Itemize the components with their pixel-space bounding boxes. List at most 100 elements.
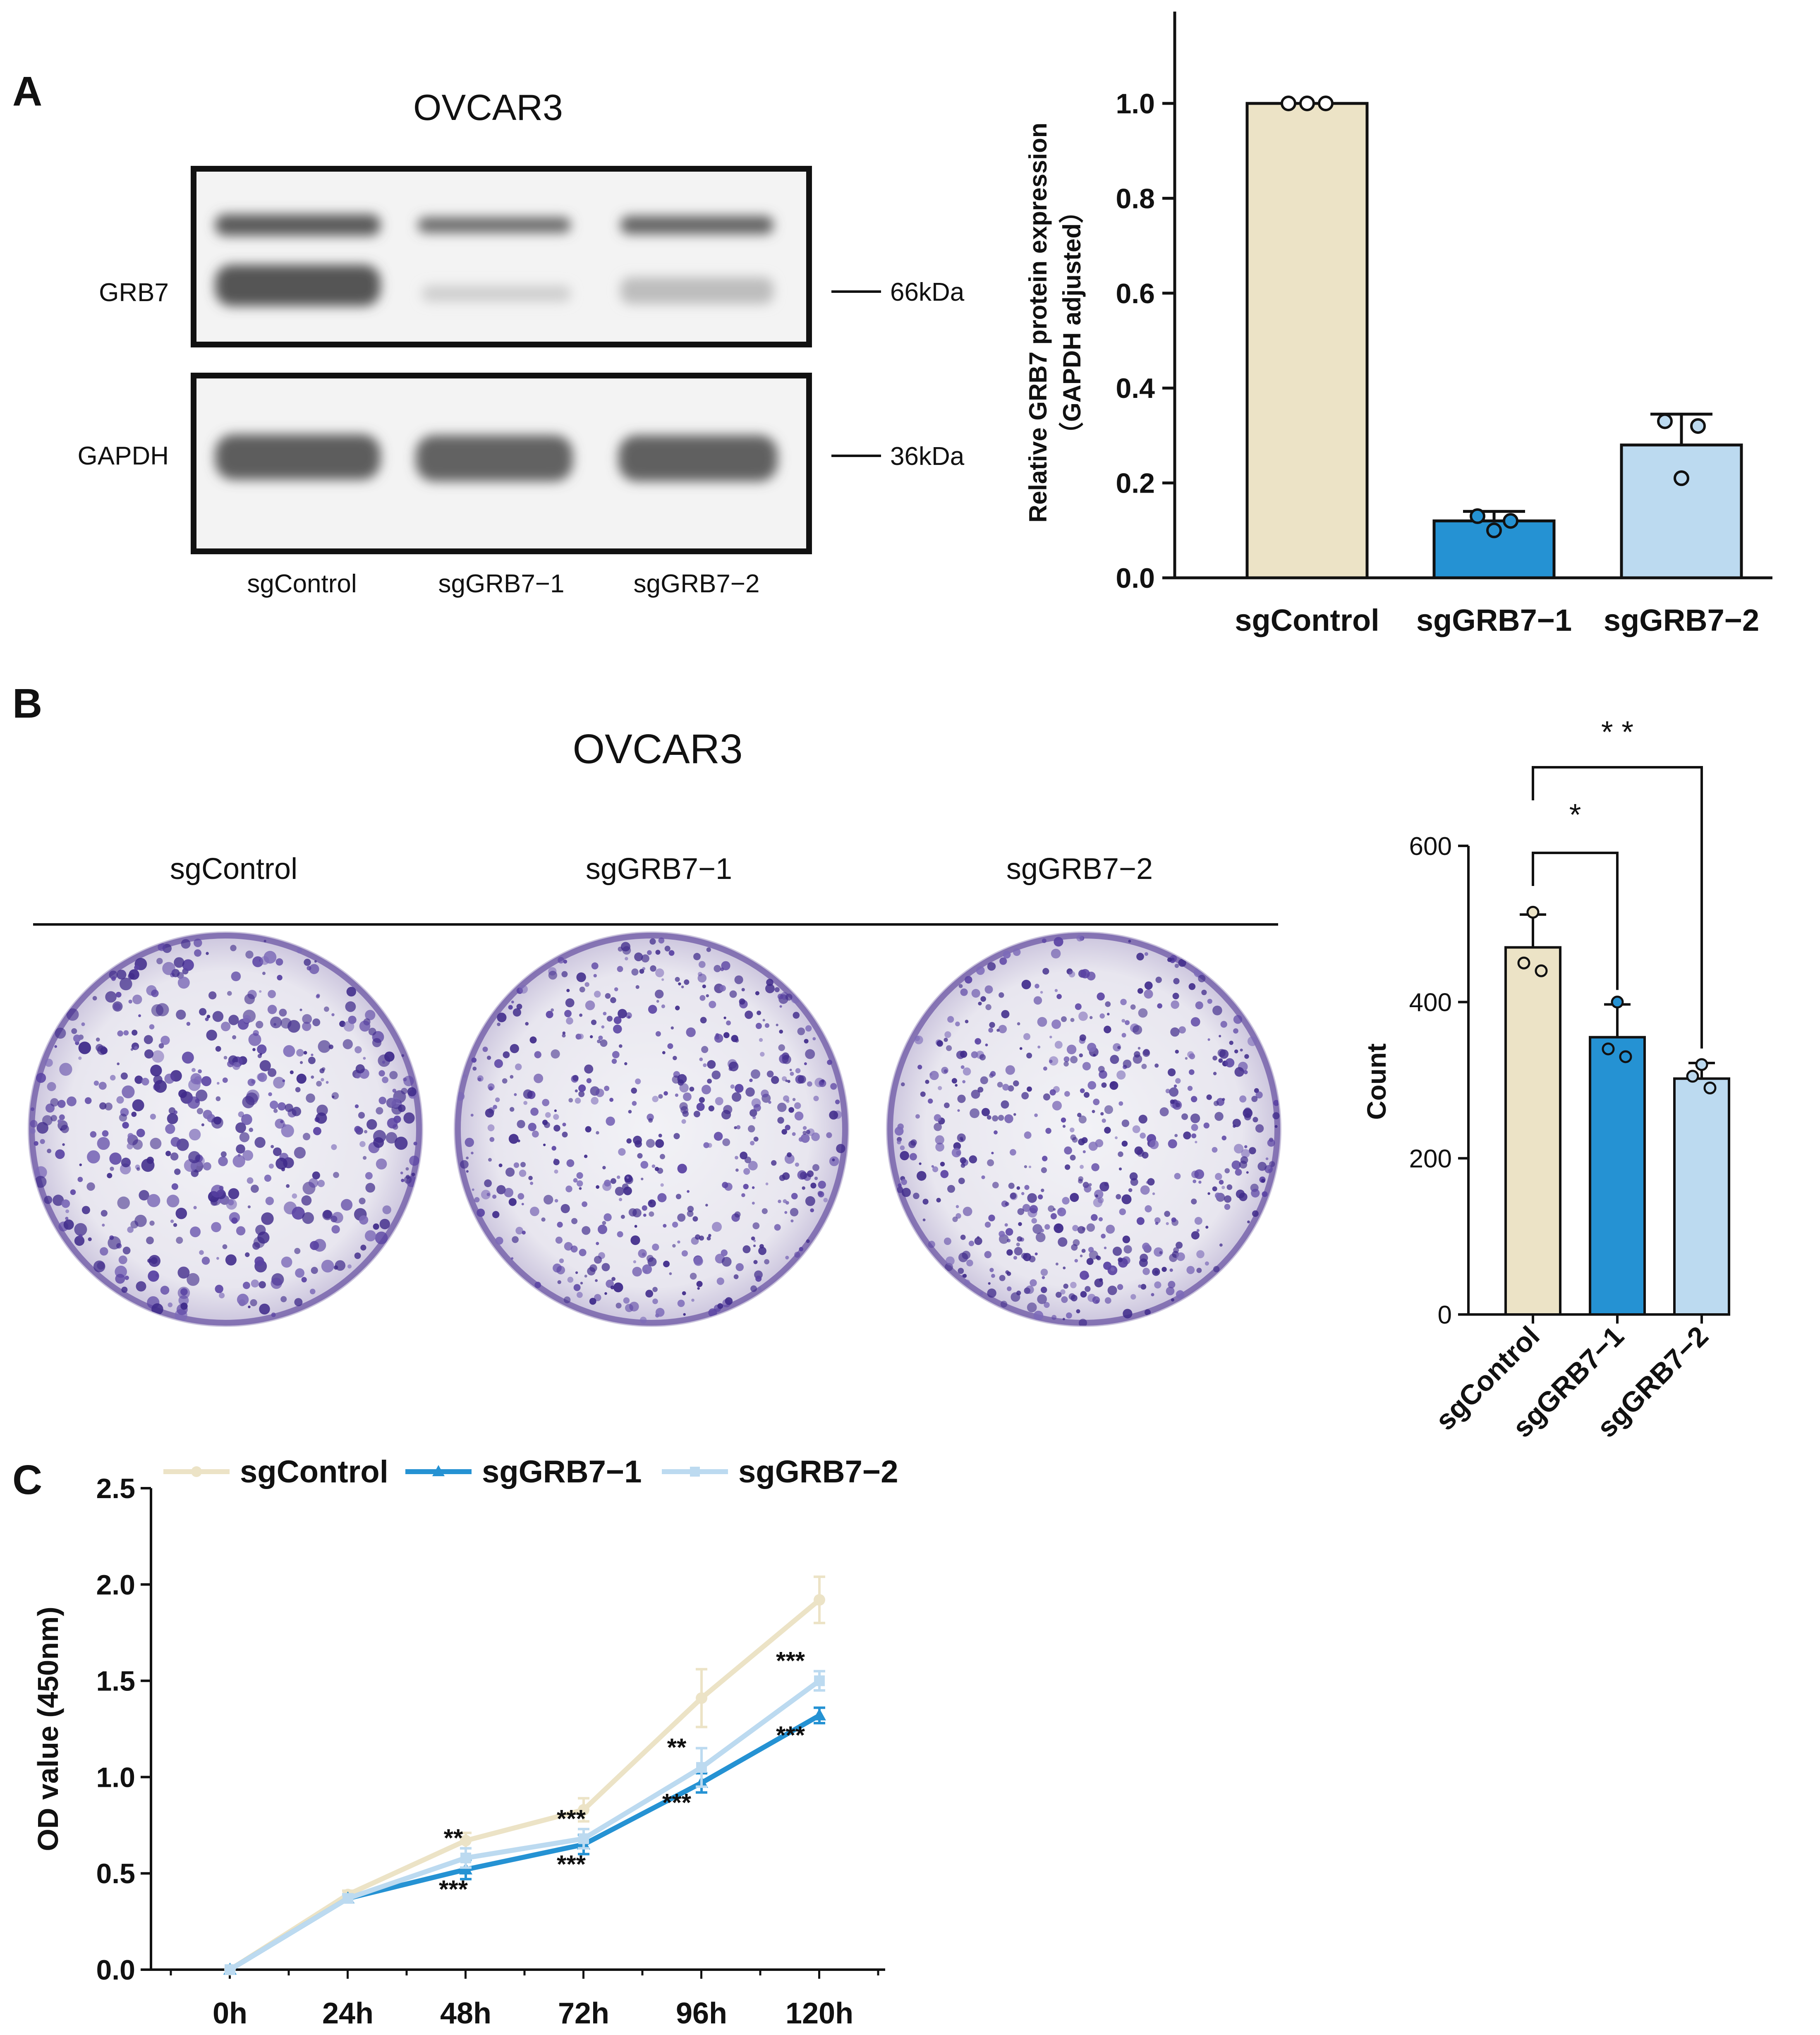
- colony: [71, 1028, 77, 1034]
- colony: [762, 1208, 768, 1214]
- colony: [1125, 1020, 1130, 1025]
- colony: [913, 1192, 920, 1199]
- colony: [978, 1001, 982, 1006]
- colony: [573, 1178, 578, 1183]
- colony: [1005, 1228, 1013, 1236]
- colony: [228, 1199, 234, 1206]
- colony: [611, 1058, 617, 1064]
- colony: [566, 1017, 573, 1025]
- colony: [584, 982, 589, 987]
- colony: [998, 1025, 1007, 1034]
- colony: [245, 1252, 250, 1257]
- colony: [378, 1070, 385, 1077]
- y-tick-label: 400: [1409, 989, 1452, 1017]
- colony: [987, 1115, 991, 1120]
- blot-grb7: [191, 166, 812, 347]
- colony: [1116, 1070, 1126, 1080]
- colony: [621, 942, 630, 952]
- colony: [521, 1203, 524, 1206]
- colony: [1100, 1112, 1104, 1116]
- colony: [281, 1124, 294, 1137]
- legend-marker: [191, 1466, 202, 1477]
- colony: [1098, 1066, 1105, 1073]
- colony: [805, 1025, 812, 1032]
- colony: [732, 1092, 742, 1102]
- colony: [940, 1170, 949, 1178]
- colony: [1172, 993, 1179, 1000]
- colony: [805, 1196, 815, 1206]
- colony: [984, 1221, 991, 1228]
- colony: [206, 1015, 211, 1019]
- colony: [804, 1062, 807, 1065]
- colony: [54, 1045, 57, 1048]
- colony: [519, 985, 528, 994]
- colony: [699, 995, 706, 1001]
- colony: [596, 1242, 599, 1245]
- colony: [1151, 1293, 1154, 1297]
- colony: [955, 1084, 958, 1087]
- y-tick-label: 200: [1409, 1144, 1452, 1173]
- colony: [300, 1061, 303, 1064]
- colony: [733, 1274, 739, 1279]
- colony: [922, 1219, 926, 1221]
- colony: [312, 1171, 320, 1180]
- colony: [460, 1160, 469, 1169]
- colony: [493, 1105, 497, 1109]
- colony: [663, 1224, 667, 1228]
- colony: [792, 1098, 796, 1101]
- colony: [810, 1208, 814, 1212]
- colony: [1144, 952, 1148, 956]
- colony: [589, 1264, 597, 1272]
- colony: [1037, 1294, 1047, 1304]
- colony: [663, 1260, 670, 1267]
- colony: [1120, 998, 1127, 1006]
- colony: [793, 1012, 800, 1019]
- colony: [944, 1031, 951, 1038]
- colony: [1157, 1003, 1162, 1009]
- x-tick-label: 96h: [676, 1997, 727, 2030]
- colony: [30, 1120, 38, 1128]
- colony: [600, 1039, 608, 1047]
- colony: [1140, 1284, 1147, 1290]
- colony: [1086, 1258, 1094, 1265]
- x-tick-label: sgGRB7−1: [1416, 603, 1572, 637]
- colony: [151, 989, 159, 997]
- colony: [281, 1257, 292, 1268]
- colony: [59, 1114, 65, 1120]
- colony: [88, 1237, 92, 1241]
- colony: [1219, 1180, 1224, 1185]
- colony: [1159, 1251, 1162, 1255]
- colony: [1116, 1194, 1121, 1199]
- colony: [492, 1195, 497, 1199]
- colony: [1244, 1054, 1249, 1059]
- colony: [818, 1180, 826, 1189]
- colony: [252, 1048, 256, 1051]
- colony: [543, 1143, 546, 1147]
- colony: [811, 1132, 820, 1141]
- colony: [403, 1112, 415, 1124]
- colony: [601, 1263, 610, 1271]
- colony: [1121, 1019, 1126, 1023]
- colony: [663, 1091, 668, 1096]
- colony: [751, 1236, 755, 1240]
- colony: [127, 1143, 134, 1149]
- colony: [221, 1022, 231, 1032]
- colony: [1052, 1101, 1062, 1111]
- colony: [482, 1046, 488, 1052]
- colony: [1121, 1140, 1128, 1147]
- colony: [1027, 1086, 1032, 1092]
- colony: [1233, 1124, 1236, 1128]
- colony: [333, 1172, 339, 1178]
- colony: [1226, 1184, 1233, 1190]
- colony: [354, 1126, 362, 1133]
- colony: [617, 1176, 620, 1179]
- colony: [1044, 1302, 1050, 1308]
- colony: [1244, 1113, 1251, 1120]
- colony: [741, 1193, 745, 1197]
- colony: [401, 1178, 405, 1183]
- colony: [709, 1001, 716, 1008]
- colony: [502, 1078, 508, 1084]
- colony-title: OVCAR3: [572, 726, 742, 772]
- colony: [34, 1141, 38, 1146]
- significance-label: **: [667, 1733, 687, 1761]
